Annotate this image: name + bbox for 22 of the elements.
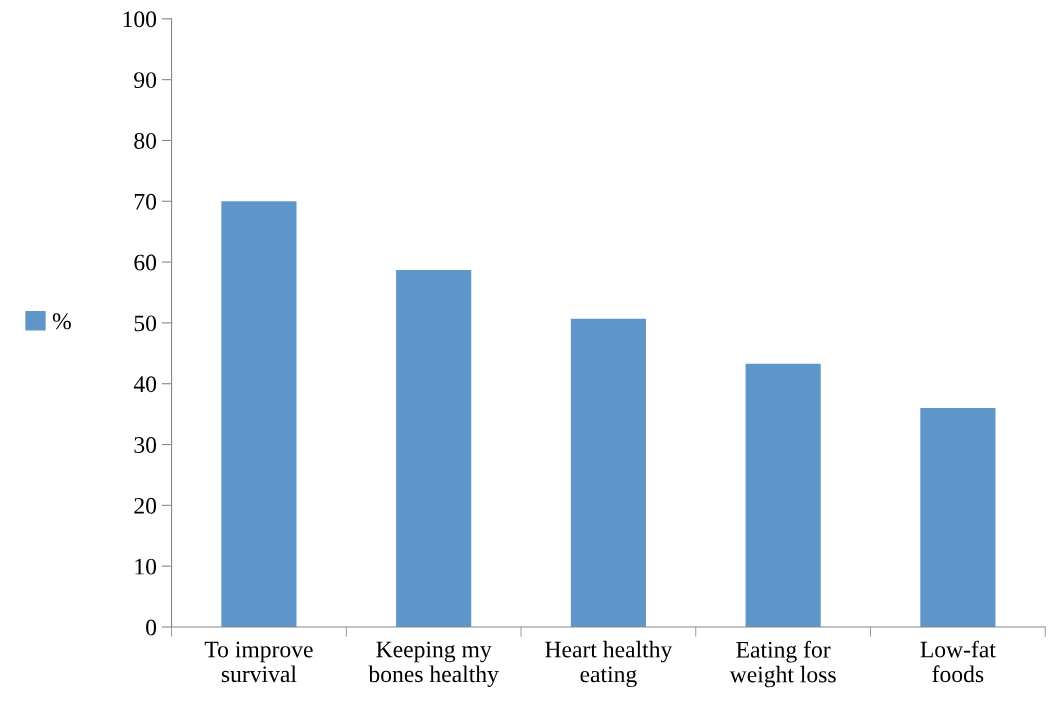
x-tick-label: Low-fat foods bbox=[920, 640, 996, 683]
y-tick-label: 60 bbox=[134, 254, 157, 271]
y-tick-label: 40 bbox=[133, 376, 157, 393]
y-tick-label: 100 bbox=[123, 11, 157, 28]
y-tick-label: 80 bbox=[134, 132, 157, 149]
bar bbox=[396, 269, 472, 627]
y-tick-label: 30 bbox=[134, 437, 157, 453]
x-tick-label: Heart healthy eating bbox=[545, 640, 673, 688]
legend-label: % bbox=[52, 313, 71, 330]
bar bbox=[920, 408, 996, 627]
x-tick-label: To improve survival bbox=[204, 641, 313, 683]
y-tick-label: 70 bbox=[134, 193, 157, 210]
bar bbox=[221, 201, 297, 627]
bar bbox=[745, 363, 821, 627]
x-tick-label: Keeping my bones healthy bbox=[368, 641, 499, 688]
y-tick-label: 50 bbox=[134, 315, 157, 332]
y-tick-label: 10 bbox=[135, 558, 157, 575]
x-tick-label: Eating for weight loss bbox=[729, 640, 836, 688]
y-tick-label: 20 bbox=[134, 497, 157, 514]
bar bbox=[570, 318, 646, 627]
y-tick-label: 90 bbox=[134, 72, 157, 89]
y-tick-label: 0 bbox=[146, 619, 157, 636]
